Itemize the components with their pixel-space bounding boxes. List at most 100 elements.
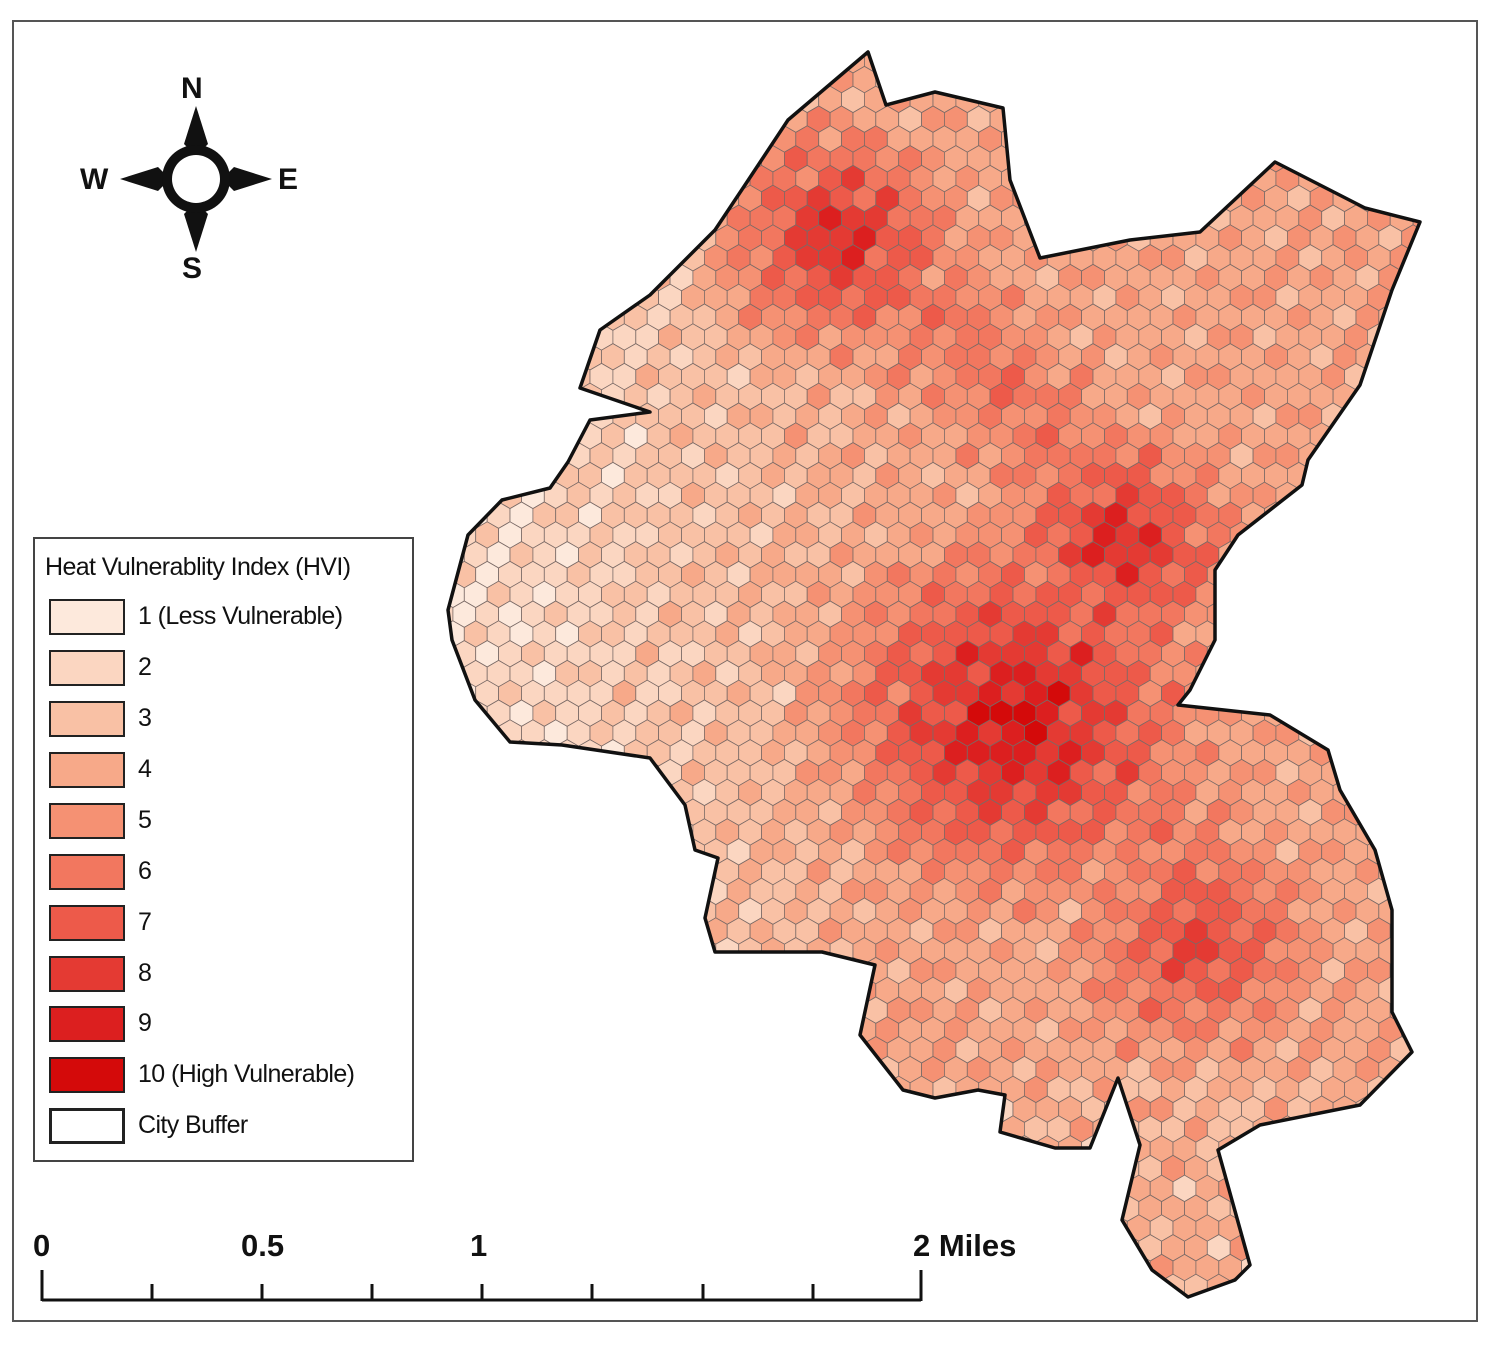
hex-cell — [646, 145, 671, 173]
hex-cell — [1275, 1194, 1300, 1222]
hex-cell — [452, 481, 477, 510]
hex-cell — [818, 1194, 842, 1222]
hex-cell — [555, 105, 579, 133]
hex-cell — [521, 956, 545, 985]
hex-cell — [1264, 1253, 1288, 1282]
hex-cell — [1332, 620, 1357, 648]
hex-cell — [886, 1234, 911, 1262]
hex-cell — [601, 65, 625, 94]
hex-cell — [1229, 679, 1254, 708]
hex-cell — [1264, 52, 1288, 54]
hex-cell — [448, 501, 465, 529]
hex-cell — [726, 1036, 751, 1064]
hex-cell — [521, 85, 545, 114]
hex-cell — [589, 204, 614, 232]
hex-cell — [1309, 659, 1334, 688]
hex-cell — [704, 1234, 728, 1262]
hex-cell — [612, 164, 637, 193]
hex-cell — [1332, 105, 1357, 133]
hex-cell — [1401, 52, 1420, 54]
hex-cell — [1355, 620, 1380, 648]
hex-cell — [1184, 85, 1208, 114]
legend-swatch — [49, 599, 125, 635]
compass-rose-icon — [120, 106, 272, 252]
hex-cell — [1264, 1174, 1288, 1203]
hex-cell — [448, 739, 465, 767]
hex-cell — [1069, 85, 1094, 114]
scale-bar — [40, 1270, 923, 1302]
hex-cell — [1378, 382, 1403, 411]
hex-cell — [1389, 1194, 1414, 1222]
hex-cell — [1401, 897, 1420, 925]
hex-cell — [498, 85, 522, 114]
hex-cell — [566, 204, 591, 232]
hex-cell — [1425, 621, 1448, 647]
hex-cell — [486, 976, 511, 1005]
hex-cell — [1218, 659, 1242, 688]
hex-cell — [509, 897, 534, 925]
hex-cell — [1218, 145, 1242, 173]
hex-cell — [1069, 1194, 1094, 1222]
hex-cell — [509, 778, 534, 807]
hex-cell — [1081, 65, 1105, 94]
hex-cell — [1389, 521, 1414, 549]
hex-cell — [1389, 125, 1414, 153]
hex-cell — [1425, 304, 1448, 330]
hex-cell — [1412, 402, 1420, 430]
hex-cell — [1401, 1095, 1420, 1123]
hex-cell — [635, 52, 659, 74]
hex-cell — [761, 1135, 785, 1163]
hex-cell — [1367, 600, 1391, 628]
hex-cell — [1287, 501, 1311, 529]
hex-cell — [715, 976, 740, 1005]
hex-cell — [543, 1154, 568, 1183]
hex-cell — [419, 106, 442, 132]
hex-cell — [841, 1154, 865, 1183]
hex-cell — [932, 1115, 957, 1143]
legend-swatch — [49, 905, 125, 941]
hex-cell — [555, 1135, 579, 1163]
hex-cell — [1412, 1115, 1420, 1143]
hex-cell — [1321, 600, 1345, 628]
hex-cell — [635, 244, 659, 272]
hex-cell — [749, 996, 774, 1024]
hex-cell — [623, 937, 648, 965]
hex-cell — [1309, 580, 1334, 609]
hex-cell — [1252, 1194, 1277, 1222]
hex-cell — [1389, 600, 1414, 628]
hex-cell — [448, 937, 465, 965]
hex-cell — [1344, 1273, 1368, 1297]
hex-cell — [448, 1174, 465, 1203]
hex-cell — [623, 897, 648, 925]
hex-cell — [715, 52, 740, 54]
hex-cell — [521, 1234, 545, 1262]
hex-cell — [498, 996, 522, 1024]
hex-cell — [566, 838, 591, 866]
hex-cell — [601, 778, 625, 807]
hex-cell — [555, 976, 579, 1005]
hex-cell — [532, 857, 557, 886]
hex-cell — [1389, 640, 1414, 668]
hex-cell — [1378, 1214, 1403, 1242]
hex-cell — [1298, 85, 1323, 114]
hex-cell — [419, 344, 442, 370]
hex-cell — [704, 125, 728, 153]
hex-cell — [658, 1234, 682, 1262]
hex-cell — [841, 1036, 865, 1064]
hex-cell — [704, 956, 728, 985]
hex-cell — [1344, 521, 1368, 549]
hex-cell — [1412, 1194, 1420, 1222]
hex-cell — [1081, 184, 1105, 213]
hex-cell — [1425, 423, 1448, 449]
hex-cell — [761, 1214, 785, 1242]
hex-cell — [715, 1214, 740, 1242]
hex-cell — [448, 303, 465, 331]
hex-cell — [715, 1135, 740, 1163]
hex-cell — [1378, 620, 1403, 648]
hex-cell — [1218, 105, 1242, 133]
hex-cell — [1344, 52, 1368, 74]
hex-cell — [1287, 1135, 1311, 1163]
hex-cell — [578, 263, 602, 292]
hex-cell — [448, 343, 465, 371]
